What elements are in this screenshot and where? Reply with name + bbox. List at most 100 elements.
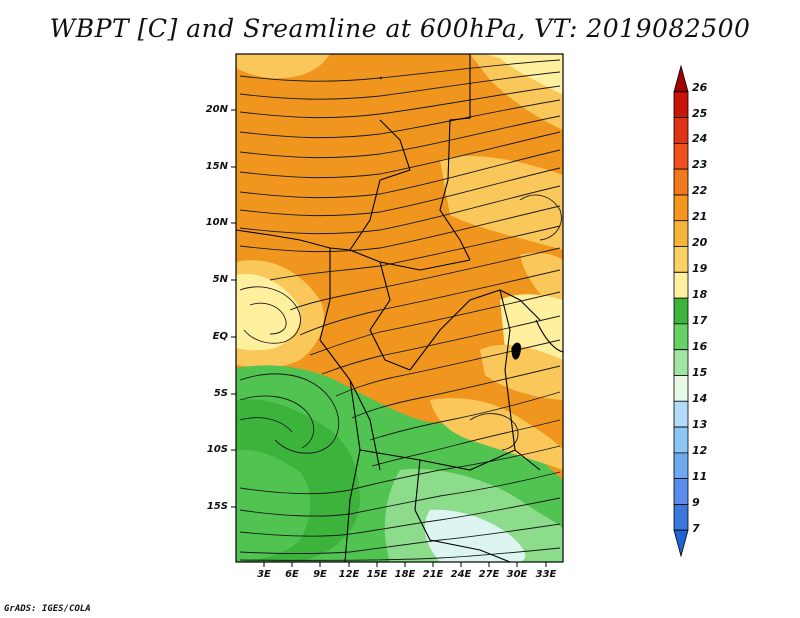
border [344,379,361,562]
streamline [249,302,287,335]
border [319,248,381,471]
lat-label-15s: 15S [206,501,228,512]
wbpt-patch-se [430,398,563,470]
lat-label-15n: 15N [205,161,228,172]
border [369,261,411,371]
colorbar-label: 19 [692,262,708,275]
lon-label-12e: 12E [338,569,360,580]
colorbar-label: 21 [692,210,708,223]
streamline [369,391,561,441]
colorbar-swatch [673,91,689,118]
colorbar-label: 26 [692,81,708,94]
streamline [269,225,561,281]
wbpt-patch-ne-light [485,54,563,95]
colorbar-swatch [673,194,689,222]
colorbar-swatch [673,375,689,402]
colorbar-swatch [673,478,689,505]
lon-ticks [263,562,547,567]
lon-label-33e: 33E [535,569,557,580]
lon-label-6e: 6E [285,569,299,580]
colorbar-label: 23 [692,158,708,171]
colorbar-swatch [673,117,689,144]
streamline [239,167,561,217]
colorbar-label: 7 [692,522,700,535]
streamline [351,365,561,419]
lon-label-15e: 15E [366,569,388,580]
colorbar-label: 22 [692,184,708,197]
streamline [239,185,561,235]
lat-ticks [231,109,236,508]
chart-title: WBPT [C] and Sreamline at 600hPa, VT: 20… [49,14,751,43]
streamline [239,497,561,537]
streamline [239,115,561,159]
wbpt-patch-rift2 [480,344,563,400]
colorbar-swatch [673,168,689,196]
colorbar-label: 15 [692,366,708,379]
map-field [236,54,563,562]
streamline [239,131,561,179]
wbpt-patch-east [440,155,563,250]
colorbar [673,64,689,558]
colorbar-swatch [673,529,689,558]
border [359,449,516,471]
border [409,289,541,371]
lon-label-9e: 9E [313,569,327,580]
colorbar-swatch [673,246,689,273]
colorbar-label: 25 [692,107,708,120]
lat-label-10n: 10N [205,217,228,228]
streamline [239,71,561,100]
lon-label-18e: 18E [394,569,416,580]
streamline [239,149,561,199]
colorbar-swatch [673,142,689,170]
lon-label-30e: 30E [506,569,528,580]
colorbar-swatch [673,323,689,351]
streamline [469,413,519,451]
map-frame [235,53,564,563]
streamline [239,471,561,517]
streamline [519,194,562,241]
lake [511,342,521,360]
colorbar-swatch [673,271,689,299]
border [236,229,471,271]
border [414,459,511,562]
streamline [289,247,561,311]
streamline [321,315,561,375]
streamline [239,445,561,495]
colorbar-swatch [673,64,689,93]
border [439,54,471,261]
colorbar-swatch [673,504,689,531]
lat-label-20n: 20N [205,104,228,115]
lon-label-3e: 3E [257,569,271,580]
wbpt-patch-nw [236,54,330,79]
streamline [239,373,340,454]
colorbar-label: 9 [692,496,700,509]
streamline [239,523,561,554]
streamline [239,205,561,253]
colorbar-label: 12 [692,444,708,457]
lon-label-27e: 27E [478,569,500,580]
streamline [239,99,561,139]
streamline [239,59,561,82]
colorbar-label: 18 [692,288,708,301]
colorbar-swatch [673,400,689,428]
streamline [371,419,561,467]
streamline [239,286,301,344]
colorbar-label: 11 [692,470,708,483]
border [349,119,411,251]
wbpt-patch-west-light [236,274,301,351]
streamline [309,291,561,356]
colorbar-label: 17 [692,314,708,327]
colorbar-swatch [673,426,689,454]
colorbar-label: 16 [692,340,708,353]
colorbar-label: 24 [692,132,708,145]
colorbar-swatch [673,220,689,247]
border [535,319,563,353]
streamlines [239,59,562,561]
colorbar-label: 13 [692,418,708,431]
colorbar-swatch [673,452,689,480]
streamline [239,395,315,449]
streamline [239,85,561,119]
lat-label-10s: 10S [206,444,228,455]
streamline [299,269,561,336]
